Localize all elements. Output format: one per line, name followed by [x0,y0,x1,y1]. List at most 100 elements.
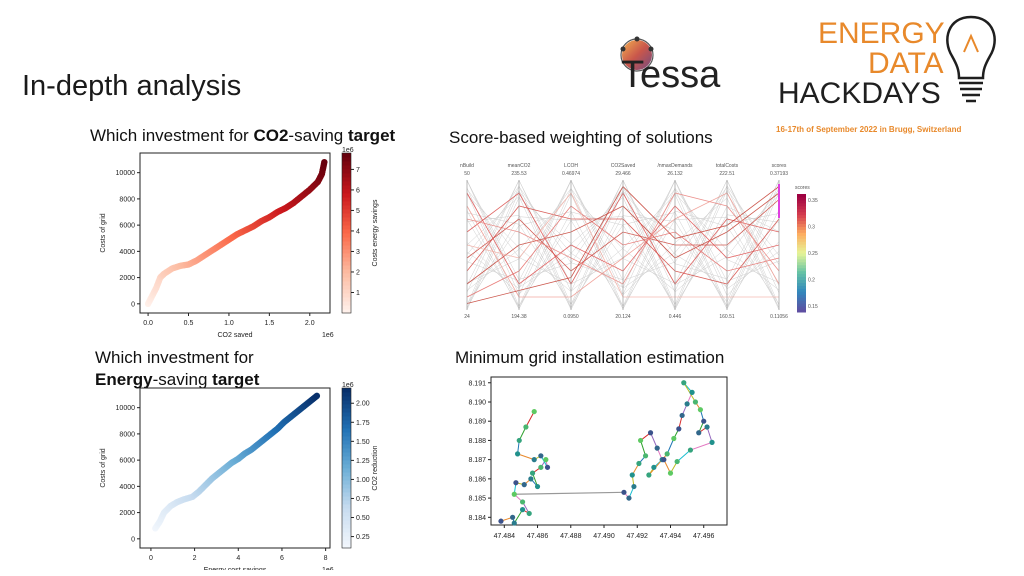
axis-name: /nmaxDemands [657,163,693,169]
colorbar-segment [797,217,806,222]
grid-node [696,430,702,436]
chart-score-weighting: nBuild 50 24 meanCO2 235.53 194.38 LCOH 0.46974… [460,163,818,320]
grid-node [661,457,667,463]
colorbar-segment [342,305,351,310]
y-tick-label: 8.185 [468,496,486,503]
y-tick-label: 10000 [116,405,136,412]
y-tick-label: 8000 [119,196,135,203]
grid-node [676,426,682,432]
colorbar-segment [342,297,351,302]
grid-node [651,464,657,470]
colorbar-segment [342,424,351,429]
grid-edge [676,449,691,462]
colorbar-segment [342,273,351,278]
grid-node [664,451,670,457]
colorbar-tick-label: 0.2 [808,278,815,284]
x-tick-label: 2 [193,555,197,562]
grid-node [514,451,521,457]
colorbar-segment [342,420,351,425]
colorbar-segment [797,194,806,198]
axis-name: totalCosts [716,163,739,169]
grid-node [687,447,694,453]
colorbar-segment [797,300,806,304]
colorbar-tick-label: 0.75 [356,496,370,503]
slide-title: In-depth analysis [22,70,242,102]
colorbar-segment [797,279,806,283]
axis-bottom-value: 160.51 [719,314,735,320]
colorbar-segment [342,440,351,445]
colorbar-segment [797,220,806,224]
colorbar-tick-label: 3 [356,249,360,256]
colorbar-segment [797,288,806,292]
grid-node [674,458,680,465]
y-tick-label: 8000 [119,431,135,438]
colorbar-segment [342,456,351,461]
colorbar-segment [797,255,806,260]
grid-edge [640,440,647,456]
grid-edge [513,509,524,524]
grid-node [511,520,517,526]
colorbar-segment [342,540,351,545]
y-tick-label: 2000 [119,510,135,517]
colorbar-segment [342,408,351,413]
grid-edge [648,453,668,476]
colorbar-segment [797,205,806,210]
y-tick-label: 8.186 [468,476,486,483]
colorbar-segment [797,226,806,230]
x-tick-label: 47.484 [494,533,516,540]
grid-node [529,470,536,476]
colorbar-segment [797,261,806,266]
y-tick-label: 8.187 [468,457,486,464]
colorbar-segment [342,484,351,489]
x-axis-label: Energy cost savings [204,567,267,570]
colorbar-tick-label: 5 [356,208,360,215]
plot-frame [139,152,331,314]
colorbar-tick-label: 0.25 [808,251,818,257]
grid-edge [514,491,624,495]
grid-node [692,399,699,405]
colorbar-segment [342,185,351,190]
colorbar-tick-label: 2 [356,269,360,276]
hackdays-logo: ENERGY DATA HACKDAYS [776,12,1006,112]
grid-node [521,482,527,488]
colorbar-segment [342,189,351,194]
grid-node [684,401,690,407]
axis-name: scores [772,163,787,169]
colorbar-segment [797,258,806,263]
caption-co2-bold2: target [347,126,396,145]
y-tick-label: 4000 [119,249,135,256]
grid-node [511,491,517,497]
axis-bottom-value: 0.446 [669,314,682,320]
colorbar-segment [797,202,806,207]
colorbar-tick-label: 7 [356,167,360,174]
colorbar-frame [341,387,352,549]
grid-node [538,464,544,470]
grid-node [519,499,526,505]
colorbar-segment [342,237,351,242]
axis-bottom-value: 20.124 [615,314,631,320]
colorbar-segment [342,281,351,286]
colorbar-segment [797,291,806,295]
grid-edge [525,411,535,428]
y-tick-label: 8.184 [468,515,486,522]
x-offset-label: 1e6 [322,332,334,339]
colorbar-segment [342,536,351,541]
axis-top-value: 0.46974 [562,171,580,177]
x-tick-label: 0.5 [184,320,194,327]
colorbar-segment [342,261,351,266]
x-tick-label: 47.488 [560,533,582,540]
colorbar-segment [797,238,806,242]
colorbar-segment [342,193,351,198]
colorbar-tick-label: 0.3 [808,225,815,231]
colorbar-frame [341,152,352,314]
x-tick-label: 0.0 [143,320,153,327]
y-tick-label: 8.190 [468,399,486,406]
grid-node [516,437,522,444]
colorbar-segment [342,524,351,529]
colorbar-segment [342,277,351,282]
hackdays-logo-mark: ENERGY DATA HACKDAYS [778,15,996,110]
colorbar-segment [797,241,806,245]
colorbar-segment [342,392,351,397]
colorbar-segment [342,201,351,206]
caption-energy-line2: Energy-saving target [95,370,259,390]
